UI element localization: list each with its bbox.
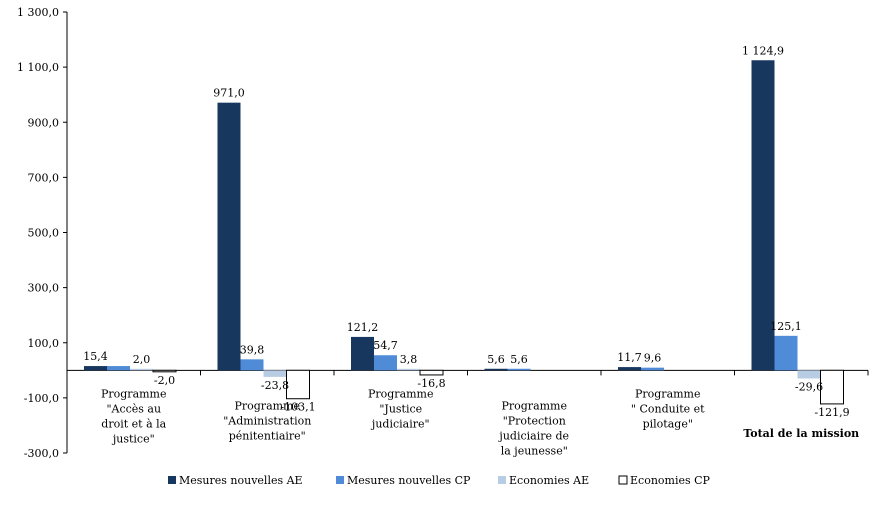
category-label: droit et à la (101, 417, 166, 430)
category-label: Programme (368, 387, 434, 400)
data-label: -23,8 (261, 379, 289, 392)
bar (774, 335, 798, 371)
category-label: "Administration (223, 414, 311, 427)
legend-label: Economies CP (630, 474, 711, 487)
bar (641, 367, 664, 371)
data-label: 1 124,9 (742, 44, 784, 57)
legend-swatch (618, 475, 628, 485)
category-label: Total de la mission (743, 427, 859, 440)
category-label: judiciaire" (370, 417, 430, 430)
bar (797, 370, 821, 379)
category-label: " Conduite et (631, 402, 705, 415)
legend: Mesures nouvelles AE Mesures nouvelles CP… (168, 474, 711, 487)
data-label: 5,6 (487, 353, 505, 366)
data-label: 3,8 (400, 353, 418, 366)
bar (286, 369, 310, 400)
bars (84, 60, 844, 405)
axes: -300,0 -100,0 100,0 300,0 500,0 700,0 900,0 1 1… (17, 6, 869, 460)
y-tick-label: 1 300,0 (17, 6, 59, 19)
category-label: justice" (111, 432, 155, 445)
data-labels: 15,4 971,0 121,2 5,6 11,7 1 124,9 39,8 54,7 5,6 9… (83, 44, 849, 419)
category-label: Programme (635, 387, 701, 400)
y-tick-label: -300,0 (24, 447, 59, 460)
data-label: 2,0 (133, 353, 151, 366)
bar (374, 355, 397, 371)
legend-swatch (498, 476, 506, 484)
y-tick-label: -100,0 (24, 392, 59, 405)
legend-swatch (336, 476, 344, 484)
bar (351, 336, 374, 371)
y-tick-label: 900,0 (28, 116, 60, 129)
bar (263, 370, 287, 377)
data-label: -29,6 (795, 380, 823, 393)
bar (397, 368, 420, 371)
category-label: Programme (501, 399, 567, 412)
data-label: 15,4 (83, 350, 108, 363)
legend-label: Mesures nouvelles CP (347, 474, 471, 487)
category-label: Programme (101, 387, 167, 400)
category-label: judiciaire de (497, 429, 569, 442)
category-label: la jeunesse" (501, 444, 568, 457)
bar (240, 359, 264, 371)
data-label: -121,9 (814, 406, 849, 419)
bar (419, 369, 444, 376)
y-tick-label: 700,0 (28, 171, 60, 184)
legend-label: Mesures nouvelles AE (179, 474, 303, 487)
y-tick-label: 1 100,0 (17, 61, 59, 74)
data-label: -16,8 (417, 377, 445, 390)
bar (751, 60, 775, 371)
category-label: pénitentiaire" (229, 429, 306, 442)
category-label: "Accès au (106, 402, 161, 415)
data-label: 54,7 (373, 339, 398, 352)
data-label: 11,7 (617, 351, 642, 364)
bar (152, 369, 177, 373)
category-label: "Protection (503, 414, 566, 427)
bar (820, 369, 844, 405)
category-labels: Programme "Accès au droit et à la justice" P… (101, 387, 859, 457)
data-label: -103,1 (280, 401, 315, 414)
y-tick-label: 300,0 (28, 282, 60, 295)
bar (484, 368, 508, 371)
bar (107, 366, 130, 371)
legend-swatch (168, 476, 176, 484)
legend-label: Economies AE (509, 474, 589, 487)
category-label: "Justice (379, 402, 422, 415)
data-label: 125,1 (770, 320, 802, 333)
data-label: 39,8 (240, 343, 265, 356)
category-label: pilotage" (643, 417, 693, 430)
data-label: 121,2 (347, 321, 379, 334)
data-label: -2,0 (154, 374, 175, 387)
data-label: 9,6 (644, 352, 662, 365)
y-tick-label: 500,0 (28, 227, 60, 240)
bar (130, 368, 153, 371)
data-label: 971,0 (213, 87, 245, 100)
y-tick-label: 100,0 (28, 337, 60, 350)
bar (84, 366, 107, 371)
bar (507, 368, 531, 371)
bar (217, 102, 241, 371)
data-label: 5,6 (510, 353, 528, 366)
category-label: Programme (234, 399, 300, 412)
bar (618, 367, 641, 371)
